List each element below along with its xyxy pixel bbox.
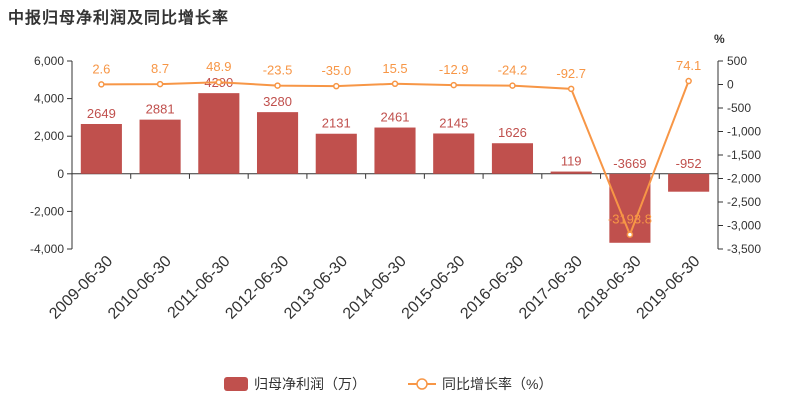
bar <box>80 123 122 174</box>
left-tick-label: -4,000 <box>30 242 64 256</box>
bar-value-label: -3669 <box>613 156 646 171</box>
left-tick-label: 6,000 <box>34 54 64 68</box>
bar <box>139 119 181 174</box>
growth-point <box>685 77 692 85</box>
right-tick-label: -3,500 <box>727 242 761 256</box>
bar <box>374 127 416 174</box>
right-tick-label: 500 <box>727 54 747 68</box>
legend-bar-label: 归母净利润（万） <box>254 376 366 392</box>
growth-point <box>274 82 281 89</box>
right-axis-unit: % <box>714 32 725 46</box>
bar <box>609 173 651 243</box>
growth-value-label: -24.2 <box>498 63 528 78</box>
growth-value-label: 74.1 <box>676 58 701 73</box>
right-tick-label: -1,500 <box>727 148 761 162</box>
growth-value-label: 15.5 <box>382 61 407 76</box>
x-tick-label: 2010-06-30 <box>105 253 175 323</box>
growth-value-label: -35.0 <box>321 63 351 78</box>
bar-value-label: 2461 <box>381 110 410 125</box>
left-tick-label: 2,000 <box>34 129 64 143</box>
growth-value-label: 2.6 <box>92 61 110 76</box>
right-tick-label: -1,000 <box>727 125 761 139</box>
left-tick-label: -2,000 <box>30 204 64 218</box>
growth-value-label: -3193.8 <box>608 212 652 227</box>
bar <box>198 93 240 174</box>
bar-value-label: 1626 <box>498 125 527 140</box>
legend-bar-swatch <box>224 377 248 391</box>
growth-point <box>567 85 575 93</box>
left-tick-label: 4,000 <box>34 92 64 106</box>
growth-point <box>626 231 634 238</box>
bar-value-label: -952 <box>676 156 702 171</box>
bar-value-label: 119 <box>561 154 582 169</box>
growth-point <box>391 80 399 88</box>
growth-point <box>509 82 516 89</box>
growth-point <box>215 78 223 86</box>
bar-value-label: 2881 <box>146 102 175 117</box>
bar-value-label: 2131 <box>322 116 351 131</box>
growth-point <box>98 81 105 88</box>
bar-value-label: 2649 <box>87 106 116 121</box>
right-tick-label: -2,000 <box>727 172 761 186</box>
growth-value-label: 8.7 <box>151 61 169 76</box>
bar <box>315 133 357 174</box>
chart-title: 中报归母净利润及同比增长率 <box>8 10 230 27</box>
left-tick-label: 0 <box>57 167 64 181</box>
bar <box>433 133 475 174</box>
bar <box>668 173 710 192</box>
legend-line-marker <box>416 378 428 390</box>
bar <box>550 171 592 174</box>
growth-value-label: -23.5 <box>263 63 293 78</box>
right-tick-label: -3,000 <box>727 219 761 233</box>
legend-line-label: 同比增长率（%） <box>442 376 552 392</box>
bar-value-label: 2145 <box>439 115 468 130</box>
growth-value-label: 48.9 <box>206 59 231 74</box>
growth-point <box>333 82 340 90</box>
bar <box>256 112 299 174</box>
bar <box>491 143 534 174</box>
right-tick-label: -2,500 <box>727 195 761 209</box>
bar-value-label: 3280 <box>263 94 292 109</box>
growth-point <box>156 80 164 88</box>
growth-point <box>450 81 457 89</box>
growth-value-label: -12.9 <box>439 62 469 77</box>
right-tick-label: 0 <box>727 78 734 92</box>
right-tick-label: -500 <box>727 101 751 115</box>
growth-value-label: -92.7 <box>556 66 586 81</box>
x-tick-label: 2019-06-30 <box>634 253 704 323</box>
